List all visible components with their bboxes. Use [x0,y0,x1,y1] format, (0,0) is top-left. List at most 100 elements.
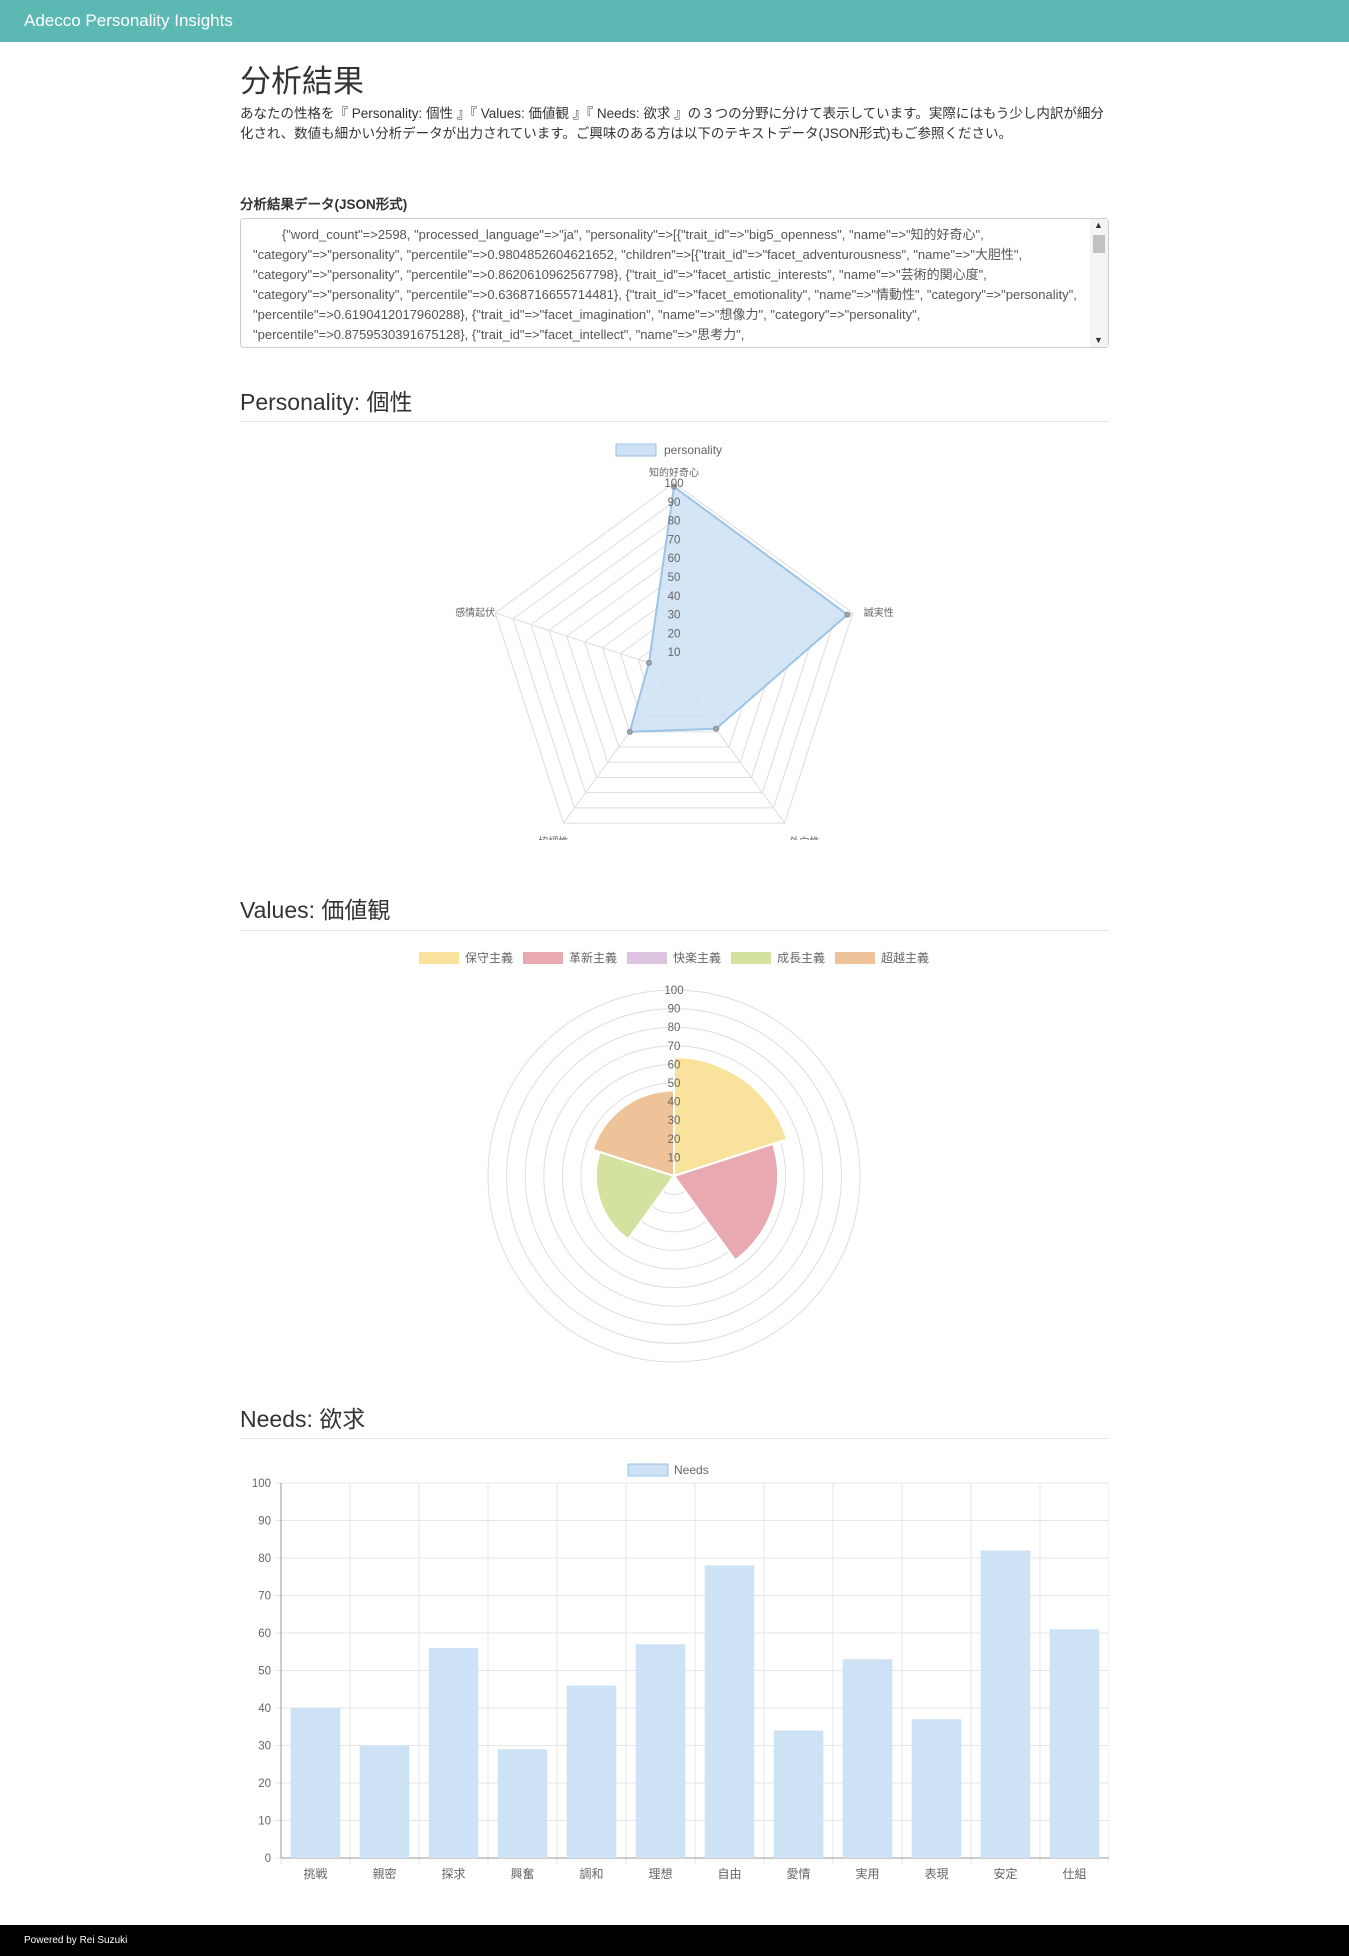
legend-swatch [523,952,563,964]
navbar: Adecco Personality Insights [0,0,1349,42]
section-divider [240,421,1109,422]
legend-label: Needs [674,1463,709,1477]
legend-label: 快楽主義 [673,950,721,965]
legend-swatch [419,952,459,964]
legend-swatch [615,443,657,457]
bar [842,1659,893,1858]
footer-text: Powered by Rei Suzuki [24,1935,128,1946]
bar-y-tick-label: 50 [258,1666,271,1678]
radar-point [712,725,719,732]
section-divider [240,930,1109,931]
personality-title: Personality: 個性 [240,389,413,415]
bar-x-tick-label: 探求 [441,1867,465,1881]
polar-tick-label: 100 [664,985,683,997]
polar-gridline [543,1045,805,1307]
radar-tick-label: 40 [668,591,681,603]
bar-x-tick-label: 自由 [717,1867,741,1881]
bar-y-tick-label: 60 [258,1628,271,1640]
radar-category-label: 感情起伏 [455,606,495,619]
values-title: Values: 価値観 [240,897,391,923]
polar-tick-label: 10 [668,1152,681,1164]
bar-x-tick-label: 表現 [924,1867,948,1881]
json-textarea[interactable] [240,218,1109,348]
bar-y-tick-label: 100 [252,1478,271,1490]
polar-tick-label: 30 [668,1115,681,1127]
json-scrollbar[interactable]: ▲ ▼ [1090,219,1108,347]
legend-label: personality [664,443,722,457]
radar-tick-label: 80 [668,516,681,528]
radar-tick-label: 20 [668,628,681,640]
bar-x-tick-label: 興奮 [510,1866,534,1881]
section-divider [240,1438,1109,1439]
legend-label: 保守主義 [465,950,513,965]
radar-point [626,728,633,735]
bar [359,1745,410,1858]
radar-point [844,611,851,618]
radar-tick-label: 50 [668,572,681,584]
scroll-down-icon[interactable]: ▼ [1094,335,1103,345]
polar-sector [673,1055,789,1178]
bar [773,1730,824,1858]
personality-radar-chart: personality 10 20 30 40 50 60 70 80 90 100知的好奇心誠実性… [455,443,894,840]
bar-x-tick-label: 挑戦 [303,1867,327,1881]
radar-tick-label: 90 [668,497,681,509]
legend-swatch [627,952,667,964]
bar [704,1565,755,1858]
bar-y-tick-label: 90 [258,1516,271,1528]
radar-category-label: 協調性 [538,835,568,840]
legend-swatch [627,1463,669,1477]
legend-swatch [835,952,875,964]
polar-gridline [487,989,861,1363]
bar [290,1708,341,1858]
radar-series-area [628,484,850,733]
needs-title: Needs: 欲求 [240,1406,366,1432]
radar-tick-label: 100 [664,478,683,490]
bar [1049,1629,1100,1858]
radar-category-label: 誠実性 [864,606,894,619]
polar-tick-label: 40 [668,1097,681,1109]
json-label: 分析結果データ(JSON形式) [240,197,408,212]
bar [911,1719,962,1858]
polar-sector [594,1150,676,1241]
bar-y-tick-label: 80 [258,1553,271,1565]
polar-tick-label: 50 [668,1078,681,1090]
bar-y-tick-label: 20 [258,1778,271,1790]
radar-spoke [495,612,675,672]
legend-label: 革新主義 [569,950,617,965]
polar-gridline [506,1008,842,1344]
polar-tick-label: 80 [668,1022,681,1034]
polar-tick-label: 20 [668,1134,681,1146]
radar-category-label: 外向性 [790,835,820,840]
bar-x-tick-label: 安定 [993,1866,1017,1881]
intro-text: あなたの性格を『 Personality: 個性 』『 Values: 価値観 … [240,106,1104,141]
bar [497,1749,548,1858]
polar-tick-label: 70 [668,1041,681,1053]
legend-label: 成長主義 [777,950,825,965]
bar-y-tick-label: 10 [258,1816,271,1828]
bar-y-tick-label: 40 [258,1703,271,1715]
bar-x-tick-label: 愛情 [786,1867,810,1881]
bar [635,1644,686,1858]
legend-swatch [731,952,771,964]
bar-y-tick-label: 70 [258,1591,271,1603]
radar-tick-label: 70 [668,534,681,546]
bar [566,1685,617,1858]
scroll-up-icon[interactable]: ▲ [1094,220,1103,230]
footer: Powered by Rei Suzuki [0,1925,1349,1956]
radar-gridline [494,482,854,824]
values-polar-chart: 保守主義 革新主義 快楽主義 成長主義 超越主義 10 20 30 40 50 60 70 80 90 10… [419,950,929,1363]
bar-x-tick-label: 仕組 [1062,1867,1086,1881]
brand-link[interactable]: Adecco Personality Insights [24,11,233,30]
bar [428,1648,479,1858]
radar-tick-label: 30 [668,610,681,622]
bar-x-tick-label: 調和 [579,1867,603,1881]
bar-x-tick-label: 理想 [648,1866,672,1881]
legend-label: 超越主義 [881,950,929,965]
polar-gridline [524,1026,824,1326]
needs-bar-chart: Needs 0 10 20 30 40 50 60 70 80 90 100 挑戦 親密 探求 興奮 調和 理想 自… [252,1463,1109,1881]
page-title: 分析結果 [240,64,364,99]
bar-y-tick-label: 0 [265,1853,271,1865]
radar-tick-label: 10 [668,647,681,659]
scroll-thumb[interactable] [1093,235,1105,253]
polar-tick-label: 60 [668,1059,681,1071]
